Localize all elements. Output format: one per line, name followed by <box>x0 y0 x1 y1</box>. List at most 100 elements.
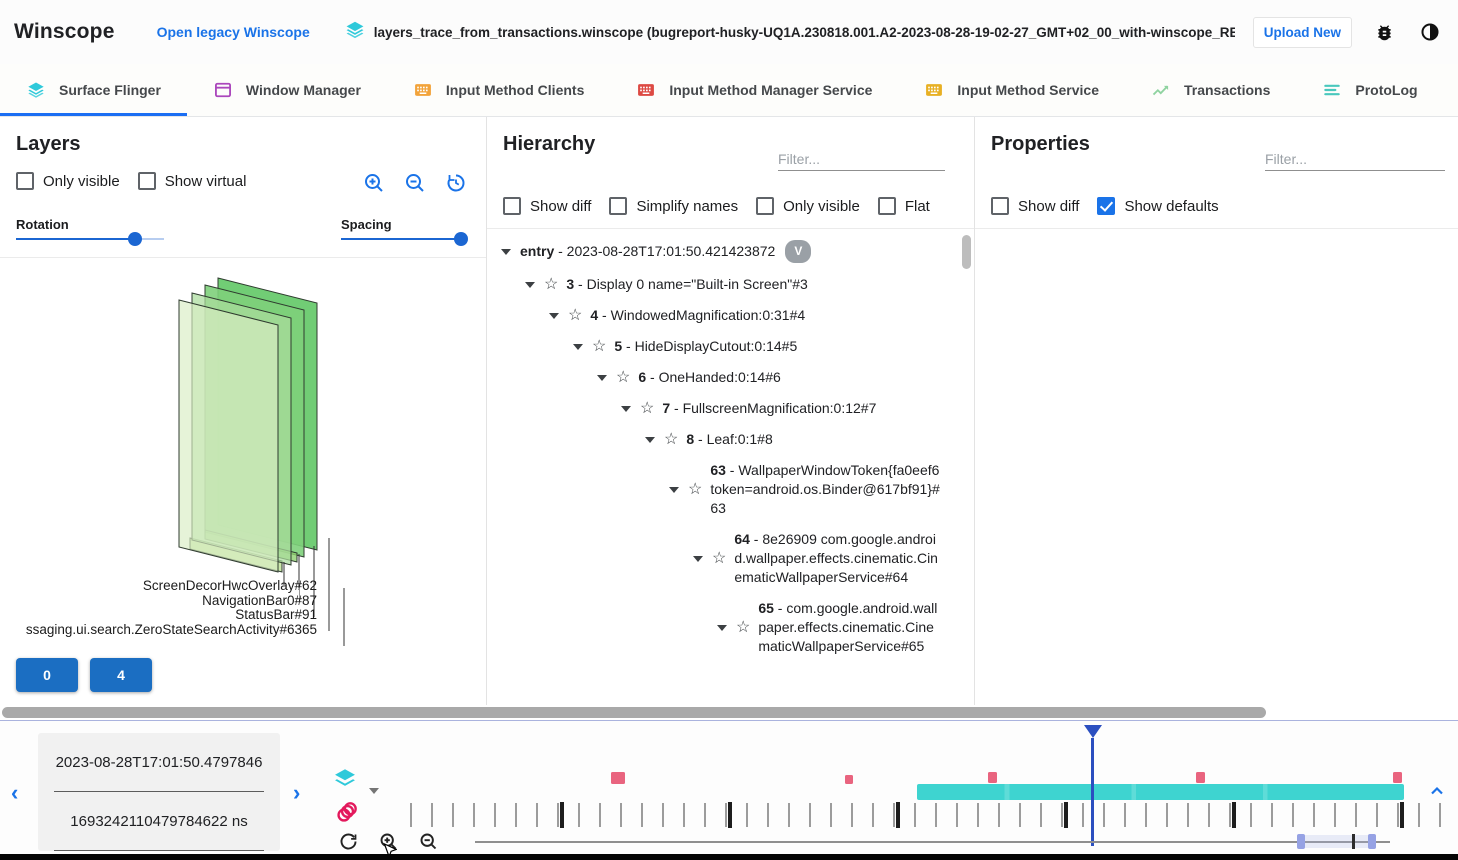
timestamp-box <box>38 733 280 851</box>
open-legacy-winscope-link[interactable]: Open legacy Winscope <box>156 24 310 40</box>
show-diff-checkbox[interactable]: Show diff <box>503 197 591 215</box>
horizontal-scrollbar[interactable] <box>0 705 1458 720</box>
only-visible-checkbox[interactable]: Only visible <box>16 172 120 190</box>
checkbox-box[interactable] <box>16 172 34 190</box>
tab-input-method-manager-service[interactable]: Input Method Manager Service <box>610 64 898 116</box>
timeline-cursor[interactable] <box>1091 738 1094 846</box>
collapse-caret-icon[interactable] <box>501 248 511 255</box>
pin-star-icon[interactable]: ☆ <box>712 550 727 567</box>
checkbox-box[interactable] <box>877 197 896 215</box>
next-entry-button[interactable]: › <box>293 780 301 805</box>
tab-protolog[interactable]: ProtoLog <box>1296 64 1443 116</box>
tree-node[interactable]: ☆ 6 - OneHanded:0:14#6 <box>487 362 974 393</box>
reset-view-button[interactable] <box>444 171 468 200</box>
window-icon <box>214 82 231 98</box>
collapse-caret-icon[interactable] <box>597 374 607 381</box>
properties-panel: Properties Show diff Show defaults <box>975 117 1458 705</box>
overview-selection[interactable] <box>1297 835 1376 848</box>
pin-star-icon[interactable]: ☆ <box>688 481 703 498</box>
collapse-caret-icon[interactable] <box>717 624 727 631</box>
tree-node[interactable]: ☆ 5 - HideDisplayCutout:0:14#5 <box>487 331 974 362</box>
tab-transactions[interactable]: Transactions <box>1125 64 1296 116</box>
tab-input-method-service[interactable]: Input Method Service <box>898 64 1125 116</box>
timestamp-human-input[interactable] <box>54 733 264 792</box>
tab-transitions[interactable]: Transitions <box>1444 64 1458 116</box>
collapse-caret-icon[interactable] <box>549 312 559 319</box>
timeline-cursor-handle[interactable] <box>1083 725 1102 738</box>
pin-star-icon[interactable]: ☆ <box>544 276 559 293</box>
refresh-button[interactable] <box>338 831 359 857</box>
show-diff-checkbox[interactable]: Show diff <box>991 197 1079 215</box>
checkbox-box[interactable] <box>756 197 775 215</box>
checkbox-box[interactable] <box>503 197 521 215</box>
dark-mode-toggle[interactable] <box>1416 18 1444 46</box>
layer-label: NavigationBar0#87 <box>202 592 317 608</box>
only-visible-checkbox[interactable]: Only visible <box>756 197 860 215</box>
pin-star-icon[interactable]: ☆ <box>736 619 751 636</box>
sf-trace-bar[interactable] <box>917 784 1404 800</box>
scrollbar-thumb[interactable] <box>2 707 1266 718</box>
collapse-caret-icon[interactable] <box>525 281 535 288</box>
checkbox-box[interactable] <box>609 197 628 215</box>
layers-title: Layers <box>16 133 81 155</box>
spacing-slider[interactable] <box>341 232 468 246</box>
checkbox-box[interactable] <box>991 197 1009 215</box>
hierarchy-filter-input[interactable] <box>778 147 945 171</box>
tree-node[interactable]: ☆ 8 - Leaf:0:1#8 <box>487 424 974 455</box>
zoom-in-button[interactable] <box>362 171 386 200</box>
overview-cursor-tick <box>1352 834 1355 849</box>
collapse-caret-icon[interactable] <box>693 555 703 562</box>
collapse-timeline-button[interactable] <box>1427 781 1447 806</box>
pin-star-icon[interactable]: ☆ <box>640 400 655 417</box>
collapse-caret-icon[interactable] <box>621 405 631 412</box>
timeline-zoom-out-button[interactable] <box>418 831 439 857</box>
pin-star-icon[interactable]: ☆ <box>616 369 631 386</box>
upload-new-button[interactable]: Upload New <box>1252 16 1352 48</box>
collapse-caret-icon[interactable] <box>645 436 655 443</box>
tree-node[interactable]: ☆ 4 - WindowedMagnification:0:31#4 <box>487 300 974 331</box>
zoom-out-button[interactable] <box>403 171 427 200</box>
checkbox-box[interactable] <box>137 172 156 190</box>
hierarchy-options: Show diff Simplify names Only visible Fl… <box>503 197 930 215</box>
collapse-caret-icon[interactable] <box>669 486 679 493</box>
tree-node[interactable]: ☆ 63 - WallpaperWindowToken{fa0eef6 toke… <box>487 455 974 524</box>
prev-entry-button[interactable]: ‹ <box>11 780 19 805</box>
properties-title: Properties <box>991 133 1090 155</box>
app-title: Winscope <box>14 20 115 43</box>
selection-left-handle[interactable] <box>1297 834 1305 849</box>
tree-node[interactable]: ☆ 7 - FullscreenMagnification:0:12#7 <box>487 393 974 424</box>
tab-window-manager[interactable]: Window Manager <box>187 64 387 116</box>
report-bug-button[interactable] <box>1370 18 1398 46</box>
tree-node[interactable]: ☆ 65 - com.google.android.wallpaper.effe… <box>487 593 974 662</box>
flat-checkbox[interactable]: Flat <box>877 197 930 215</box>
tree-node[interactable]: ☆ 64 - 8e26909 com.google.android.wallpa… <box>487 524 974 593</box>
collapse-caret-icon[interactable] <box>573 343 583 350</box>
display-4-button[interactable]: 4 <box>90 658 152 692</box>
main-content: Layers Only visible Show virtual Rotatio… <box>0 117 1458 706</box>
tree-node[interactable]: ☆ 3 - Display 0 name="Built-in Screen"#3 <box>487 269 974 300</box>
tab-input-method-clients[interactable]: Input Method Clients <box>387 64 610 116</box>
checkbox-box[interactable] <box>1097 197 1116 215</box>
properties-filter-input[interactable] <box>1265 147 1445 171</box>
simplify-names-checkbox[interactable]: Simplify names <box>609 197 738 215</box>
overview-track[interactable] <box>475 841 1390 843</box>
pin-star-icon[interactable]: ☆ <box>568 307 583 324</box>
layers-3d-view[interactable] <box>0 258 487 588</box>
sf-track-icon[interactable] <box>332 766 358 797</box>
selection-right-handle[interactable] <box>1368 834 1376 849</box>
pin-star-icon[interactable]: ☆ <box>592 338 607 355</box>
show-virtual-checkbox[interactable]: Show virtual <box>137 172 246 190</box>
hierarchy-scrollbar[interactable] <box>962 235 971 269</box>
transitions-track-icon[interactable] <box>334 799 360 830</box>
layer-leader-lines <box>299 588 345 646</box>
tab-surface-flinger[interactable]: Surface Flinger <box>0 64 187 116</box>
pin-star-icon[interactable]: ☆ <box>664 431 679 448</box>
show-defaults-checkbox[interactable]: Show defaults <box>1097 197 1219 215</box>
top-bar: Winscope Open legacy Winscope layers_tra… <box>0 0 1458 64</box>
display-0-button[interactable]: 0 <box>16 658 78 692</box>
timestamp-ns-input[interactable] <box>54 792 264 851</box>
tree-node-entry[interactable]: entry - 2023-08-28T17:01:50.421423872 V <box>487 234 974 269</box>
rotation-slider[interactable] <box>16 232 164 246</box>
track-dropdown-caret[interactable] <box>369 788 379 794</box>
layer-labels: ScreenDecorHwcOverlay#62 NavigationBar0#… <box>26 578 317 637</box>
